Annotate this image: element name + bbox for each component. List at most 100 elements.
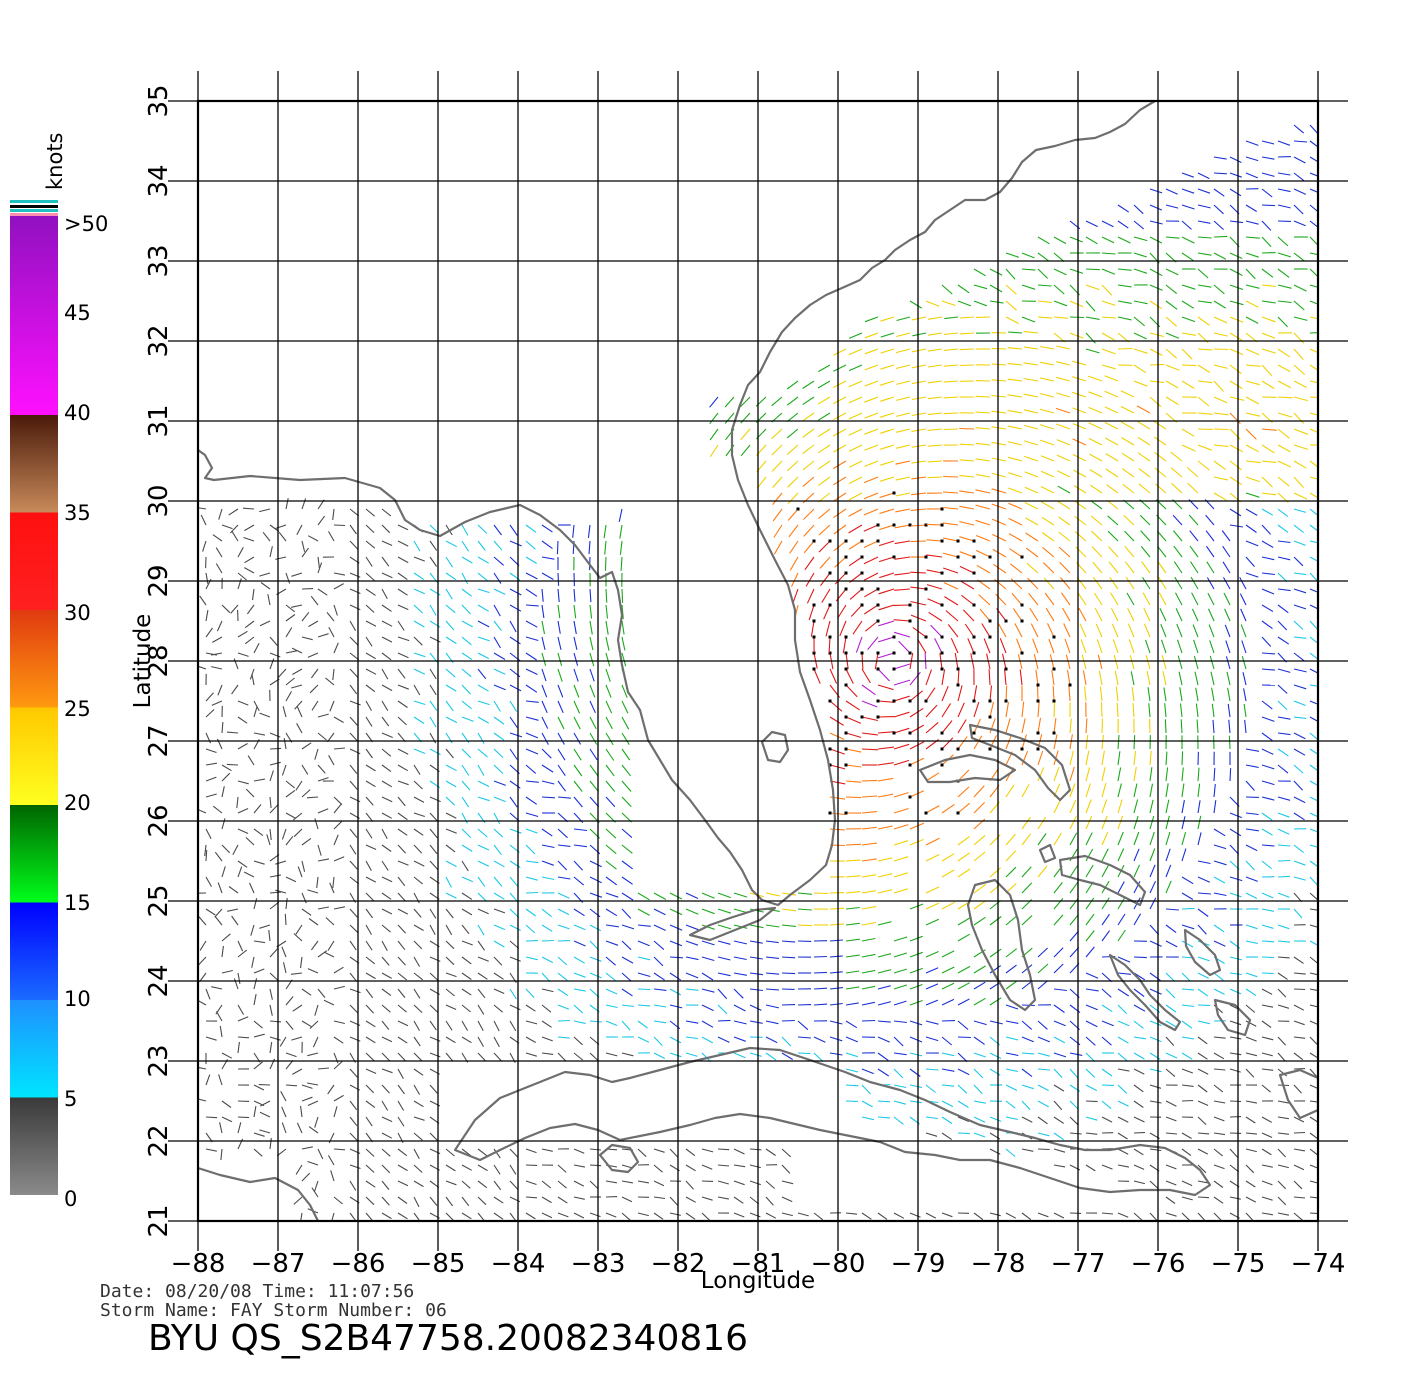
- wind-vector: [1149, 363, 1165, 366]
- wind-vector: [221, 945, 224, 958]
- wind-vector: [1197, 832, 1202, 846]
- wind-vector: [839, 620, 847, 637]
- wind-vector: [877, 652, 895, 659]
- wind-vector: [493, 540, 503, 551]
- wind-vector: [1117, 735, 1120, 750]
- wind-vector: [717, 940, 731, 945]
- wind-vector: [525, 588, 538, 597]
- wind-vector: [749, 1180, 761, 1186]
- wind-vector: [1019, 669, 1023, 686]
- wind-vector: [1044, 592, 1055, 606]
- coastline-lake-okeechobee: [760, 730, 790, 764]
- wind-vector: [1117, 1068, 1130, 1072]
- wind-vector: [1008, 487, 1023, 494]
- wind-vector: [845, 954, 860, 958]
- wind-vector: [493, 572, 502, 584]
- wind-vector: [541, 860, 554, 866]
- wind-vector: [1229, 828, 1242, 837]
- wind-vector: [1089, 484, 1103, 494]
- wind-vector: [733, 1052, 746, 1059]
- wind-vector: [861, 906, 877, 910]
- wind-vector: [276, 1148, 287, 1157]
- wind-vector: [461, 876, 474, 883]
- wind-vector: [909, 671, 921, 686]
- wind-vector: [701, 1164, 713, 1170]
- wind-vector: [244, 620, 255, 629]
- wind-vector: [230, 604, 239, 614]
- wind-vector: [926, 539, 943, 542]
- wind-vector: [797, 908, 812, 911]
- wind-vector: [413, 668, 426, 675]
- wind-vector: [1133, 1212, 1143, 1221]
- wind-vector: [912, 626, 927, 638]
- wind-vector: [327, 1155, 335, 1166]
- wind-vector: [909, 1100, 922, 1104]
- wind-vector: [1005, 1020, 1019, 1024]
- wind-vector: [293, 933, 303, 942]
- wind-vector: [943, 475, 959, 478]
- wind-vector: [959, 459, 975, 462]
- wind-vector: [1121, 468, 1135, 478]
- wind-vector: [262, 531, 271, 542]
- wind-vector: [845, 1052, 859, 1058]
- wind-vector: [1245, 268, 1256, 280]
- wind-vector: [1069, 816, 1077, 830]
- wind-vector: [253, 1033, 265, 1038]
- coastline-eleuthera: [1058, 854, 1147, 907]
- wind-vector: [205, 692, 214, 702]
- wind-vector: [1078, 607, 1087, 622]
- wind-vector: [605, 1052, 618, 1057]
- wind-vector: [1229, 1148, 1238, 1158]
- wind-vector: [493, 1148, 501, 1159]
- wind-vector: [573, 1052, 584, 1061]
- wind-vector: [829, 1036, 843, 1042]
- wind-vector: [1027, 577, 1039, 590]
- wind-vector: [1069, 734, 1073, 750]
- wind-vector: [637, 940, 650, 947]
- wind-vector: [893, 792, 909, 798]
- wind-vector: [877, 1068, 890, 1077]
- wind-vector: [1293, 588, 1307, 594]
- wind-vector: [1143, 608, 1151, 622]
- wind-vector: [992, 533, 1007, 542]
- wind-vector: [1021, 268, 1036, 271]
- wind-vector: [1021, 1052, 1035, 1055]
- wind-vector: [1088, 375, 1103, 382]
- wind-vector: [429, 556, 438, 567]
- wind-vector: [1245, 1164, 1255, 1174]
- wind-vector: [893, 743, 910, 750]
- wind-vector: [381, 572, 393, 579]
- wind-vector: [1055, 407, 1071, 414]
- wind-vector: [1021, 1212, 1032, 1221]
- wind-vector: [845, 684, 858, 698]
- wind-vector: [237, 1122, 242, 1134]
- wind-vector: [381, 812, 392, 819]
- wind-vector: [381, 1068, 393, 1074]
- wind-vector: [1149, 300, 1163, 310]
- wind-vector: [285, 996, 294, 1006]
- wind-vector: [1117, 881, 1125, 894]
- wind-vector: [477, 892, 487, 902]
- wind-vector: [909, 790, 925, 798]
- wind-vector: [1074, 515, 1087, 526]
- wind-vector: [825, 620, 831, 637]
- wind-vector: [621, 748, 631, 761]
- wind-vector: [925, 999, 939, 1006]
- wind-vector: [1056, 439, 1071, 446]
- wind-vector: [573, 780, 583, 792]
- rain-flag-marker: [892, 731, 896, 735]
- wind-vector: [509, 540, 522, 547]
- wind-vector: [244, 636, 255, 645]
- wind-vector: [909, 1084, 923, 1088]
- wind-vector: [773, 540, 783, 555]
- wind-vector: [1293, 988, 1306, 991]
- wind-vector: [445, 812, 457, 819]
- wind-vector: [1197, 172, 1210, 180]
- wind-vector: [573, 940, 586, 947]
- rain-flag-marker: [812, 603, 816, 607]
- wind-vector: [381, 524, 391, 534]
- rain-flag-marker: [844, 731, 848, 735]
- wind-vector: [1293, 204, 1304, 215]
- wind-vector: [1069, 881, 1079, 894]
- wind-vector: [973, 834, 986, 846]
